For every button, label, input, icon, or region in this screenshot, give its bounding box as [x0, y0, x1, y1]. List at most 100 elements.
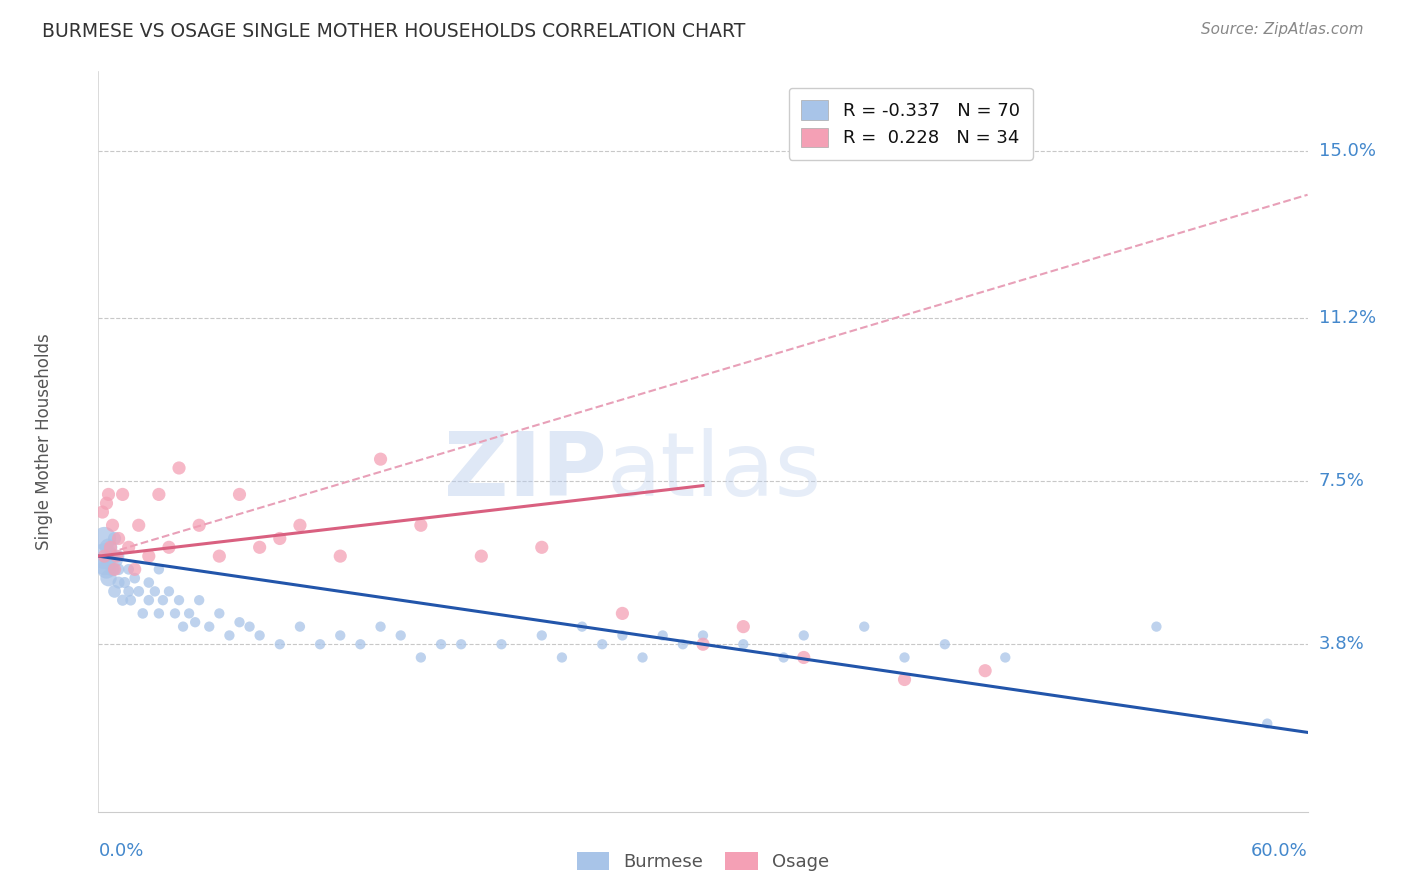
- Point: [107, 532, 129, 546]
- Point: [591, 637, 613, 651]
- Point: [163, 607, 186, 621]
- Point: [1256, 716, 1278, 731]
- Point: [491, 637, 513, 651]
- Point: [329, 549, 352, 563]
- Point: [138, 593, 160, 607]
- Point: [288, 518, 311, 533]
- Text: ZIP: ZIP: [443, 427, 606, 515]
- Point: [138, 549, 160, 563]
- Text: Source: ZipAtlas.com: Source: ZipAtlas.com: [1201, 22, 1364, 37]
- Point: [179, 607, 201, 621]
- Text: 0.0%: 0.0%: [98, 842, 143, 860]
- Point: [470, 549, 492, 563]
- Point: [128, 518, 150, 533]
- Point: [349, 637, 371, 651]
- Point: [120, 593, 142, 607]
- Point: [101, 518, 124, 533]
- Point: [152, 593, 174, 607]
- Point: [188, 593, 211, 607]
- Point: [105, 549, 128, 563]
- Point: [733, 619, 755, 633]
- Point: [93, 549, 115, 563]
- Point: [118, 541, 141, 555]
- Point: [93, 532, 115, 546]
- Point: [114, 575, 136, 590]
- Point: [309, 637, 332, 651]
- Point: [269, 532, 291, 546]
- Point: [93, 558, 115, 572]
- Point: [107, 575, 129, 590]
- Point: [124, 571, 146, 585]
- Point: [893, 650, 915, 665]
- Point: [249, 541, 271, 555]
- Point: [430, 637, 453, 651]
- Point: [853, 619, 876, 633]
- Point: [530, 628, 553, 642]
- Point: [631, 650, 654, 665]
- Point: [118, 562, 141, 576]
- Point: [148, 607, 170, 621]
- Point: [128, 584, 150, 599]
- Point: [612, 628, 634, 642]
- Point: [409, 518, 432, 533]
- Point: [157, 584, 180, 599]
- Point: [370, 452, 392, 467]
- Point: [107, 562, 129, 576]
- Point: [692, 628, 714, 642]
- Point: [409, 650, 432, 665]
- Point: [157, 541, 180, 555]
- Text: 3.8%: 3.8%: [1319, 635, 1364, 653]
- Point: [111, 593, 134, 607]
- Point: [672, 637, 695, 651]
- Text: 60.0%: 60.0%: [1251, 842, 1308, 860]
- Point: [107, 549, 129, 563]
- Point: [198, 619, 221, 633]
- Point: [167, 593, 190, 607]
- Point: [733, 637, 755, 651]
- Point: [97, 571, 120, 585]
- Point: [994, 650, 1017, 665]
- Point: [974, 664, 997, 678]
- Point: [793, 628, 815, 642]
- Point: [167, 461, 190, 475]
- Point: [93, 549, 115, 563]
- Text: 15.0%: 15.0%: [1319, 142, 1375, 160]
- Text: 7.5%: 7.5%: [1319, 472, 1365, 491]
- Point: [249, 628, 271, 642]
- Point: [288, 619, 311, 633]
- Point: [184, 615, 207, 630]
- Text: Single Mother Households: Single Mother Households: [35, 334, 53, 549]
- Point: [148, 562, 170, 576]
- Point: [228, 487, 250, 501]
- Point: [218, 628, 240, 642]
- Point: [793, 650, 815, 665]
- Point: [530, 541, 553, 555]
- Point: [934, 637, 956, 651]
- Point: [100, 541, 122, 555]
- Point: [188, 518, 211, 533]
- Point: [329, 628, 352, 642]
- Point: [208, 607, 231, 621]
- Point: [91, 505, 114, 519]
- Point: [651, 628, 673, 642]
- Point: [103, 532, 125, 546]
- Point: [228, 615, 250, 630]
- Point: [124, 562, 146, 576]
- Point: [208, 549, 231, 563]
- Point: [103, 562, 125, 576]
- Text: atlas: atlas: [606, 427, 821, 515]
- Point: [96, 562, 118, 576]
- Point: [239, 619, 262, 633]
- Text: 11.2%: 11.2%: [1319, 310, 1376, 327]
- Point: [551, 650, 574, 665]
- Legend: R = -0.337   N = 70, R =  0.228   N = 34: R = -0.337 N = 70, R = 0.228 N = 34: [789, 87, 1032, 160]
- Point: [389, 628, 412, 642]
- Point: [148, 487, 170, 501]
- Point: [612, 607, 634, 621]
- Point: [97, 487, 120, 501]
- Point: [450, 637, 472, 651]
- Point: [132, 607, 155, 621]
- Point: [97, 541, 120, 555]
- Point: [692, 637, 714, 651]
- Point: [370, 619, 392, 633]
